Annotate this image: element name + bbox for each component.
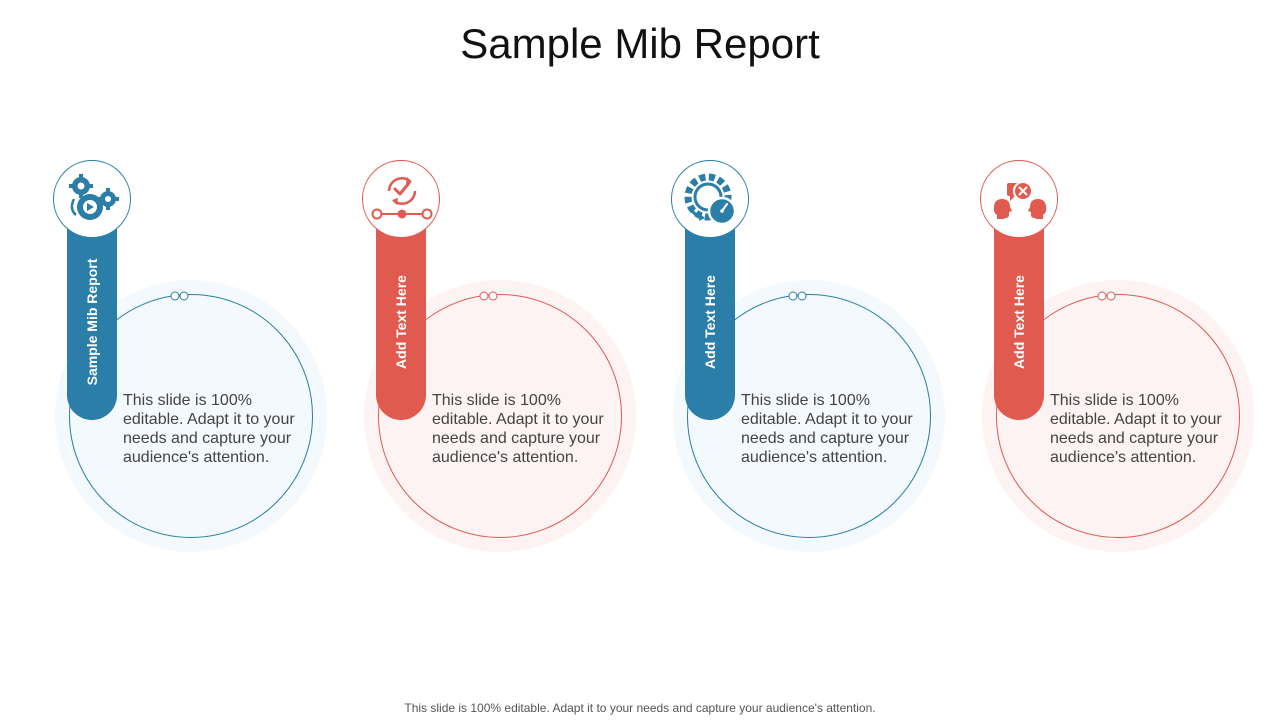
- card-description: This slide is 100% editable. Adapt it to…: [432, 392, 604, 466]
- label-pill: [994, 210, 1044, 420]
- ring-dots-icon: [788, 291, 807, 301]
- card-label: Add Text Here: [393, 275, 409, 369]
- gear-gauge-icon: [684, 173, 737, 226]
- label-pill: [685, 210, 735, 420]
- icon-badge: [362, 160, 440, 238]
- card-ring: [687, 294, 931, 538]
- info-card-4: Add Text Here This slide is 100% editabl…: [980, 160, 1280, 560]
- info-card-3: Add Text Here This slide is 100% editabl…: [671, 160, 981, 560]
- ring-dots-icon: [1097, 291, 1116, 301]
- card-ring: [378, 294, 622, 538]
- icon-badge: [671, 160, 749, 238]
- ring-dots-icon: [479, 291, 498, 301]
- card-ring: [69, 294, 313, 538]
- check-progress-icon: [371, 177, 433, 220]
- info-card-1: Sample Mib Report This slide is 100% edi…: [53, 160, 363, 560]
- info-card-2: Add Text Here This slide is 100% editabl…: [362, 160, 672, 560]
- card-label: Add Text Here: [702, 275, 718, 369]
- card-description: This slide is 100% editable. Adapt it to…: [1050, 392, 1222, 466]
- card-description: This slide is 100% editable. Adapt it to…: [123, 392, 295, 466]
- icon-badge: [53, 160, 131, 238]
- card-label: Add Text Here: [1011, 275, 1027, 369]
- footer-note: This slide is 100% editable. Adapt it to…: [404, 701, 876, 715]
- gears-play-icon: [69, 174, 119, 220]
- card-description: This slide is 100% editable. Adapt it to…: [741, 392, 913, 466]
- heads-conflict-icon: [993, 181, 1047, 219]
- label-pill: [376, 210, 426, 420]
- label-pill: [67, 210, 117, 420]
- icon-badge: [980, 160, 1058, 238]
- card-label: Sample Mib Report: [84, 258, 100, 386]
- card-ring: [996, 294, 1240, 538]
- page-title: Sample Mib Report: [460, 20, 820, 67]
- ring-dots-icon: [170, 291, 189, 301]
